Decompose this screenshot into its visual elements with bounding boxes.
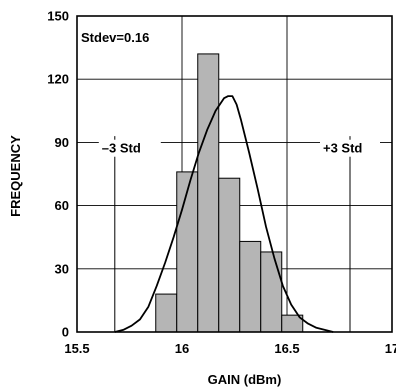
normal-curve <box>114 95 334 333</box>
plot-frame <box>76 15 393 333</box>
y-tick-label: 0 <box>62 325 69 340</box>
x-tick-label: 16.5 <box>274 341 299 356</box>
y-tick-label: 150 <box>47 9 69 24</box>
x-tick-label: 17 <box>385 341 396 356</box>
histogram-bars <box>155 53 304 333</box>
y-tick-labels: 0 30 60 90 120 150 <box>47 9 69 340</box>
y-tick-label: 90 <box>55 135 69 150</box>
histogram-bar <box>197 53 220 333</box>
x-tick-label: 15.5 <box>64 341 89 356</box>
minus-3-std-label-background <box>98 139 161 157</box>
histogram-bar <box>155 293 178 333</box>
y-tick-label: 120 <box>47 72 69 87</box>
x-axis-title: GAIN (dBm) <box>208 372 282 387</box>
normal-curve-layer <box>114 95 334 333</box>
std-marker-lines <box>114 136 351 332</box>
histogram-bar <box>260 251 283 333</box>
histogram-bar <box>239 240 262 333</box>
histogram-bar <box>218 177 241 333</box>
y-tick-label: 30 <box>55 261 69 276</box>
plus-3-std-label-background <box>320 139 380 157</box>
histogram-bar <box>176 171 199 333</box>
plus-3-std-annotation: +3 Std <box>323 141 362 156</box>
y-axis-title: FREQUENCY <box>8 135 23 217</box>
x-tick-label: 16 <box>175 341 189 356</box>
x-tick-labels: 15.5 16 16.5 17 <box>64 341 396 356</box>
y-tick-label: 60 <box>55 198 69 213</box>
minus-3-std-annotation: –3 Std <box>102 141 141 156</box>
stdev-annotation: Stdev=0.16 <box>81 30 149 45</box>
